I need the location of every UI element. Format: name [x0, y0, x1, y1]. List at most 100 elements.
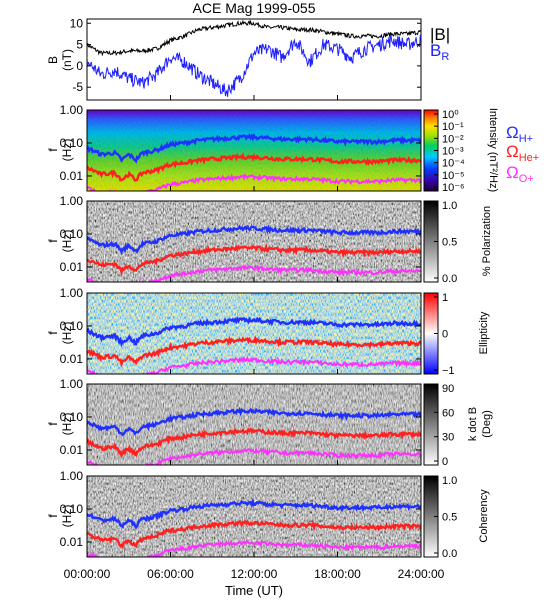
- freq-tick-label: 0.10: [60, 502, 84, 516]
- polarization-colorbar-ticks: 1.0 0.5 0.0: [434, 200, 457, 285]
- gyro-curve-hplus: [87, 497, 421, 530]
- k-dot-b-colorbar-label-unit: (Deg): [481, 410, 493, 438]
- colorbar-tick-label: 30: [442, 432, 454, 444]
- freq-tick-label: 1.00: [60, 377, 84, 391]
- gyro-legend: ΩH+ ΩHe+ ΩO+: [506, 123, 539, 185]
- series-br-line: [87, 34, 421, 97]
- freq-tick-label: 0.10: [60, 410, 84, 424]
- series-btot-line: [87, 19, 421, 57]
- legend-omega-he-main: Ω: [506, 142, 519, 161]
- legend-omega-h-main: Ω: [506, 123, 519, 142]
- ellipticity-ylabel: f: [46, 331, 60, 335]
- b-field-y-tick-label: 0: [76, 59, 83, 73]
- freq-tick-label: 1.00: [60, 286, 84, 300]
- legend-omega-o-main: Ω: [506, 163, 519, 182]
- colorbar-tick-label: 1.0: [442, 200, 457, 212]
- gyro-curve-hplus: [87, 406, 421, 437]
- freq-tick-label: 0.01: [60, 260, 84, 274]
- ellipticity-ylabel-unit: (Hz): [60, 322, 74, 345]
- b-field-y-tick-label: -5: [72, 80, 83, 94]
- panel-k-dot-b: 1.00 0.10 0.01 f (Hz) 90 60 30 0 k dot B (Deg…: [46, 377, 493, 468]
- gyro-curve-heplus: [87, 519, 421, 550]
- colorbar-tick-label: 10⁻³: [442, 146, 464, 158]
- polarization-gyro-curves: [87, 224, 421, 282]
- polarization-colorbar-label: % Polarization: [481, 206, 493, 276]
- legend-omega-h-sub: H+: [519, 133, 533, 145]
- b-field-ylabel: B: [46, 56, 60, 64]
- colorbar-tick-label: 10⁻⁶: [442, 182, 465, 194]
- coherency-colorbar-label: Coherency: [478, 489, 490, 543]
- colorbar-tick-label: 1.0: [442, 475, 457, 487]
- gyro-curve-heplus: [87, 427, 421, 459]
- panel-coherency: 1.00 0.10 0.01 f (Hz) 1.0 0.5 0.0 Coherency: [46, 469, 490, 560]
- legend-br-sub: R: [441, 51, 449, 63]
- x-tick-label: 18:00:00: [314, 567, 361, 581]
- intensity-ylabel-unit: (Hz): [60, 139, 74, 162]
- x-axis-label: Time (UT): [225, 583, 283, 598]
- gyro-curve-oplus: [87, 355, 421, 374]
- gyro-curve-hplus: [87, 224, 421, 256]
- b-field-y-tick-label: 10: [70, 16, 84, 30]
- coherency-gyro-curves: [87, 497, 421, 557]
- gyro-curve-hplus: [87, 316, 421, 348]
- colorbar-tick-label: 0.5: [442, 512, 457, 524]
- gyro-curve-heplus: [87, 152, 421, 182]
- colorbar-tick-label: −1: [442, 365, 455, 377]
- legend-br-main: B: [430, 41, 441, 60]
- gyro-curve-oplus: [87, 540, 421, 557]
- legend-omega-h: ΩH+: [506, 123, 533, 145]
- legend-omega-he-sub: He+: [519, 152, 540, 164]
- colorbar-tick-label: 60: [442, 407, 454, 419]
- colorbar-tick-label: 0.0: [442, 548, 457, 560]
- ellipticity-spectrogram: [87, 293, 421, 374]
- b-field-ylabel-unit: (nT): [60, 49, 74, 71]
- colorbar-tick-label: 10⁻⁵: [442, 170, 465, 182]
- ellipticity-colorbar-label: Ellipticity: [478, 311, 490, 354]
- coherency-y-ticks: 1.00 0.10 0.01: [60, 469, 421, 549]
- b-field-y-ticks: 10 5 0 -5: [70, 16, 421, 94]
- gyro-curve-oplus: [87, 173, 421, 191]
- gyro-curve-hplus: [87, 132, 421, 164]
- ellipticity-colorbar-ticks: 1 0 −1: [434, 292, 455, 377]
- colorbar-tick-label: 0.0: [442, 273, 457, 285]
- freq-tick-label: 0.10: [60, 136, 84, 150]
- freq-tick-label: 0.01: [60, 352, 84, 366]
- freq-tick-label: 0.01: [60, 535, 84, 549]
- ellipticity-y-ticks: 1.00 0.10 0.01: [60, 286, 421, 366]
- coherency-ylabel: f: [46, 514, 60, 518]
- k-dot-b-gyro-curves: [87, 406, 421, 465]
- k-dot-b-ylabel: f: [46, 422, 60, 426]
- colorbar-tick-label: 0: [442, 456, 448, 468]
- k-dot-b-y-ticks: 1.00 0.10 0.01: [60, 377, 421, 457]
- legend-btot: |B|: [430, 25, 450, 44]
- k-dot-b-colorbar-label: k dot B: [467, 407, 479, 441]
- intensity-gyro-curves: [87, 132, 421, 191]
- colorbar-tick-label: 10⁻¹: [442, 121, 464, 133]
- panel-intensity: 1.00 0.10 0.01 f (Hz) 10⁰10⁻¹10⁻²10⁻³10⁻⁴1…: [46, 103, 539, 194]
- freq-tick-label: 0.10: [60, 319, 84, 333]
- colorbar-tick-label: 1: [442, 292, 448, 304]
- x-tick-label: 24:00:00: [398, 567, 445, 581]
- gyro-curve-heplus: [87, 334, 421, 368]
- intensity-ylabel: f: [46, 148, 60, 152]
- x-axis-ticks: 00:00:00 06:00:00 12:00:00 18:00:00 24:00:00: [64, 95, 445, 581]
- colorbar-tick-label: 90: [442, 383, 454, 395]
- freq-tick-label: 1.00: [60, 469, 84, 483]
- polarization-ylabel: f: [46, 239, 60, 243]
- legend-br: BR: [430, 41, 449, 63]
- freq-tick-label: 0.01: [60, 169, 84, 183]
- intensity-colorbar-label: Intensity (nT²/Hz): [487, 108, 499, 192]
- gyro-curve-heplus: [87, 243, 421, 276]
- freq-tick-label: 0.10: [60, 227, 84, 241]
- b-field-series: [87, 19, 421, 97]
- freq-tick-label: 1.00: [60, 103, 84, 117]
- legend-omega-o-sub: O+: [519, 173, 534, 185]
- k-dot-b-colorbar: [423, 383, 439, 466]
- coherency-ylabel-unit: (Hz): [60, 505, 74, 528]
- polarization-ylabel-unit: (Hz): [60, 230, 74, 253]
- panel-ellipticity: 1.00 0.10 0.01 f (Hz) 1 0 −1 Ellipticity: [46, 286, 490, 377]
- panel-b-field-frame: [86, 18, 422, 101]
